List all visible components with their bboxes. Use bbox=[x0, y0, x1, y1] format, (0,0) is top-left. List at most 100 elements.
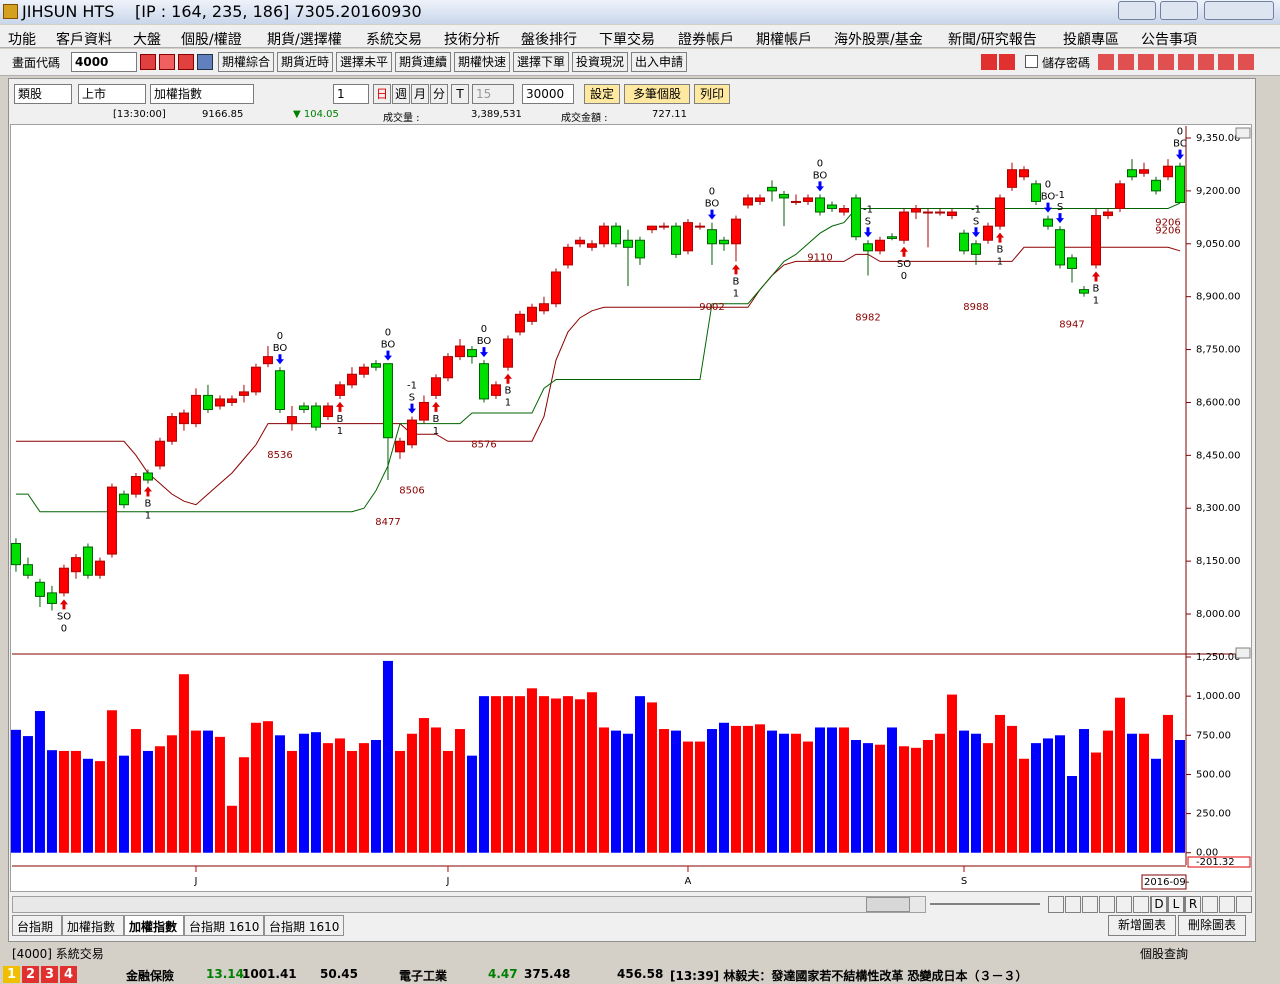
icon[interactable] bbox=[159, 54, 175, 70]
price-label: 9206 bbox=[1155, 225, 1180, 236]
candle-body bbox=[394, 440, 405, 453]
icon[interactable] bbox=[999, 54, 1015, 70]
nav-button[interactable]: L bbox=[1168, 896, 1184, 913]
menu-item[interactable]: 功能 bbox=[8, 32, 36, 48]
restore-button[interactable] bbox=[1160, 1, 1198, 20]
code-input[interactable]: 4000 bbox=[71, 52, 137, 72]
nav-button[interactable] bbox=[1099, 896, 1115, 913]
ticker-page[interactable]: 2 bbox=[22, 966, 39, 983]
period-button[interactable]: 月 bbox=[411, 84, 429, 104]
ticker-news[interactable]: [13:39] 林毅夫：發達國家若不結構性改革 恐變成日本（３－３） bbox=[670, 969, 1028, 983]
icon[interactable] bbox=[140, 54, 156, 70]
menu-item[interactable]: 大盤 bbox=[133, 32, 161, 48]
menu-item[interactable]: 期貨/選擇權 bbox=[267, 32, 342, 48]
save-password-checkbox[interactable] bbox=[1025, 55, 1038, 68]
count-input[interactable]: 1 bbox=[333, 84, 369, 104]
zoom-slider[interactable] bbox=[930, 903, 1040, 905]
menu-item[interactable]: 個股/權證 bbox=[181, 32, 242, 48]
icon-strip[interactable] bbox=[1098, 54, 1256, 70]
volume-bar bbox=[346, 750, 357, 853]
menu-item[interactable]: 海外股票/基金 bbox=[834, 32, 923, 48]
period-button[interactable]: 日 bbox=[373, 84, 391, 104]
chart-tab[interactable]: 加權指數 bbox=[124, 915, 184, 936]
period-button[interactable]: 週 bbox=[392, 84, 410, 104]
candle-body bbox=[166, 416, 177, 442]
nav-button[interactable] bbox=[1048, 896, 1064, 913]
volume-bar bbox=[898, 746, 909, 853]
volume-bar bbox=[334, 738, 345, 853]
chart-tab[interactable]: 台指期 bbox=[12, 915, 62, 936]
toolbar-button[interactable]: 期貨連續 bbox=[395, 52, 451, 72]
menu-item[interactable]: 投顧專區 bbox=[1063, 32, 1119, 48]
signal-arrow bbox=[707, 209, 716, 220]
chart-action-button[interactable]: 新增圖表 bbox=[1108, 915, 1176, 936]
status-left[interactable]: [4000] 系統交易 bbox=[12, 947, 104, 961]
ticker-index: 1001.41 bbox=[242, 967, 297, 981]
menu-item[interactable]: 期權帳戶 bbox=[756, 32, 812, 48]
ticker-name[interactable]: 電子工業 bbox=[399, 969, 448, 983]
ticker-page[interactable]: 3 bbox=[41, 966, 58, 983]
chart-button[interactable]: 列印 bbox=[694, 84, 730, 104]
menu-item[interactable]: 盤後排行 bbox=[521, 32, 577, 48]
chart-tab[interactable]: 台指期 1610 bbox=[184, 915, 264, 936]
icon[interactable] bbox=[178, 54, 194, 70]
ticker-name[interactable]: 金融保險 bbox=[126, 969, 175, 983]
volume-tick-label: 0.00 bbox=[1196, 848, 1218, 859]
chart-tab[interactable]: 加權指數 bbox=[62, 915, 124, 936]
status-right[interactable]: 個股查詢 bbox=[1140, 947, 1189, 961]
toolbar-button[interactable]: 選擇未平 bbox=[336, 52, 392, 72]
chart-tab[interactable]: 台指期 1610 bbox=[264, 915, 344, 936]
toolbar-button[interactable]: 期權綜合 bbox=[218, 52, 274, 72]
signal-qty: 0 bbox=[385, 328, 391, 339]
bars-input[interactable]: 30000 bbox=[522, 84, 574, 104]
menu-item[interactable]: 證券帳戶 bbox=[678, 32, 734, 48]
menu-item[interactable]: 公告事項 bbox=[1141, 32, 1197, 48]
icon[interactable] bbox=[197, 54, 213, 70]
ticker-page[interactable]: 4 bbox=[60, 966, 77, 983]
menu-item[interactable]: 系統交易 bbox=[366, 32, 422, 48]
chart-action-button[interactable]: 刪除圖表 bbox=[1178, 915, 1246, 936]
chart-button[interactable]: 設定 bbox=[584, 84, 620, 104]
nav-button[interactable] bbox=[1065, 896, 1081, 913]
minutes-input[interactable]: 15 bbox=[472, 84, 514, 104]
minimize-button[interactable] bbox=[1118, 1, 1156, 20]
scroll-thumb[interactable] bbox=[866, 897, 910, 912]
menu-item[interactable]: 技術分析 bbox=[444, 32, 500, 48]
symbol-select[interactable]: 加權指數 bbox=[150, 84, 254, 104]
volume-bar bbox=[562, 696, 573, 853]
nav-button[interactable] bbox=[1219, 896, 1235, 913]
chart-button[interactable]: 多筆個股 bbox=[624, 84, 690, 104]
menu-item[interactable]: 下單交易 bbox=[599, 32, 655, 48]
icon[interactable] bbox=[981, 54, 997, 70]
market-select[interactable]: 上市 bbox=[78, 84, 146, 104]
ticker-page[interactable]: 1 bbox=[3, 966, 20, 983]
nav-button[interactable]: D bbox=[1151, 896, 1167, 913]
nav-button[interactable] bbox=[1202, 896, 1218, 913]
candle-body bbox=[526, 306, 537, 322]
period-button[interactable]: 分 bbox=[430, 84, 448, 104]
menu-item[interactable]: 新聞/研究報告 bbox=[948, 32, 1037, 48]
scrollbar[interactable] bbox=[12, 896, 926, 913]
nav-button[interactable] bbox=[1236, 896, 1252, 913]
group-select[interactable]: 類股 bbox=[14, 84, 72, 104]
toolbar-button[interactable]: 期權快速 bbox=[454, 52, 510, 72]
toolbar-button[interactable]: 選擇下單 bbox=[513, 52, 569, 72]
period-button[interactable]: T bbox=[451, 84, 469, 104]
menu-item[interactable]: 客戶資料 bbox=[56, 32, 112, 48]
volume-bar bbox=[574, 699, 585, 853]
nav-button[interactable]: R bbox=[1185, 896, 1201, 913]
volume-bar bbox=[274, 735, 285, 853]
candle-body bbox=[670, 225, 681, 255]
signal-arrow bbox=[275, 354, 284, 365]
nav-button[interactable] bbox=[1082, 896, 1098, 913]
candle-body bbox=[286, 416, 297, 425]
toolbar-button[interactable]: 期貨近時 bbox=[277, 52, 333, 72]
nav-button[interactable] bbox=[1116, 896, 1132, 913]
volume-tick-label: 1,250.00 bbox=[1196, 652, 1241, 663]
signal-arrow bbox=[995, 232, 1004, 243]
close-button[interactable] bbox=[1204, 1, 1274, 20]
price-label: 8576 bbox=[471, 439, 496, 450]
toolbar-button[interactable]: 出入申請 bbox=[631, 52, 687, 72]
toolbar-button[interactable]: 投資現況 bbox=[572, 52, 628, 72]
nav-button[interactable] bbox=[1133, 896, 1149, 913]
